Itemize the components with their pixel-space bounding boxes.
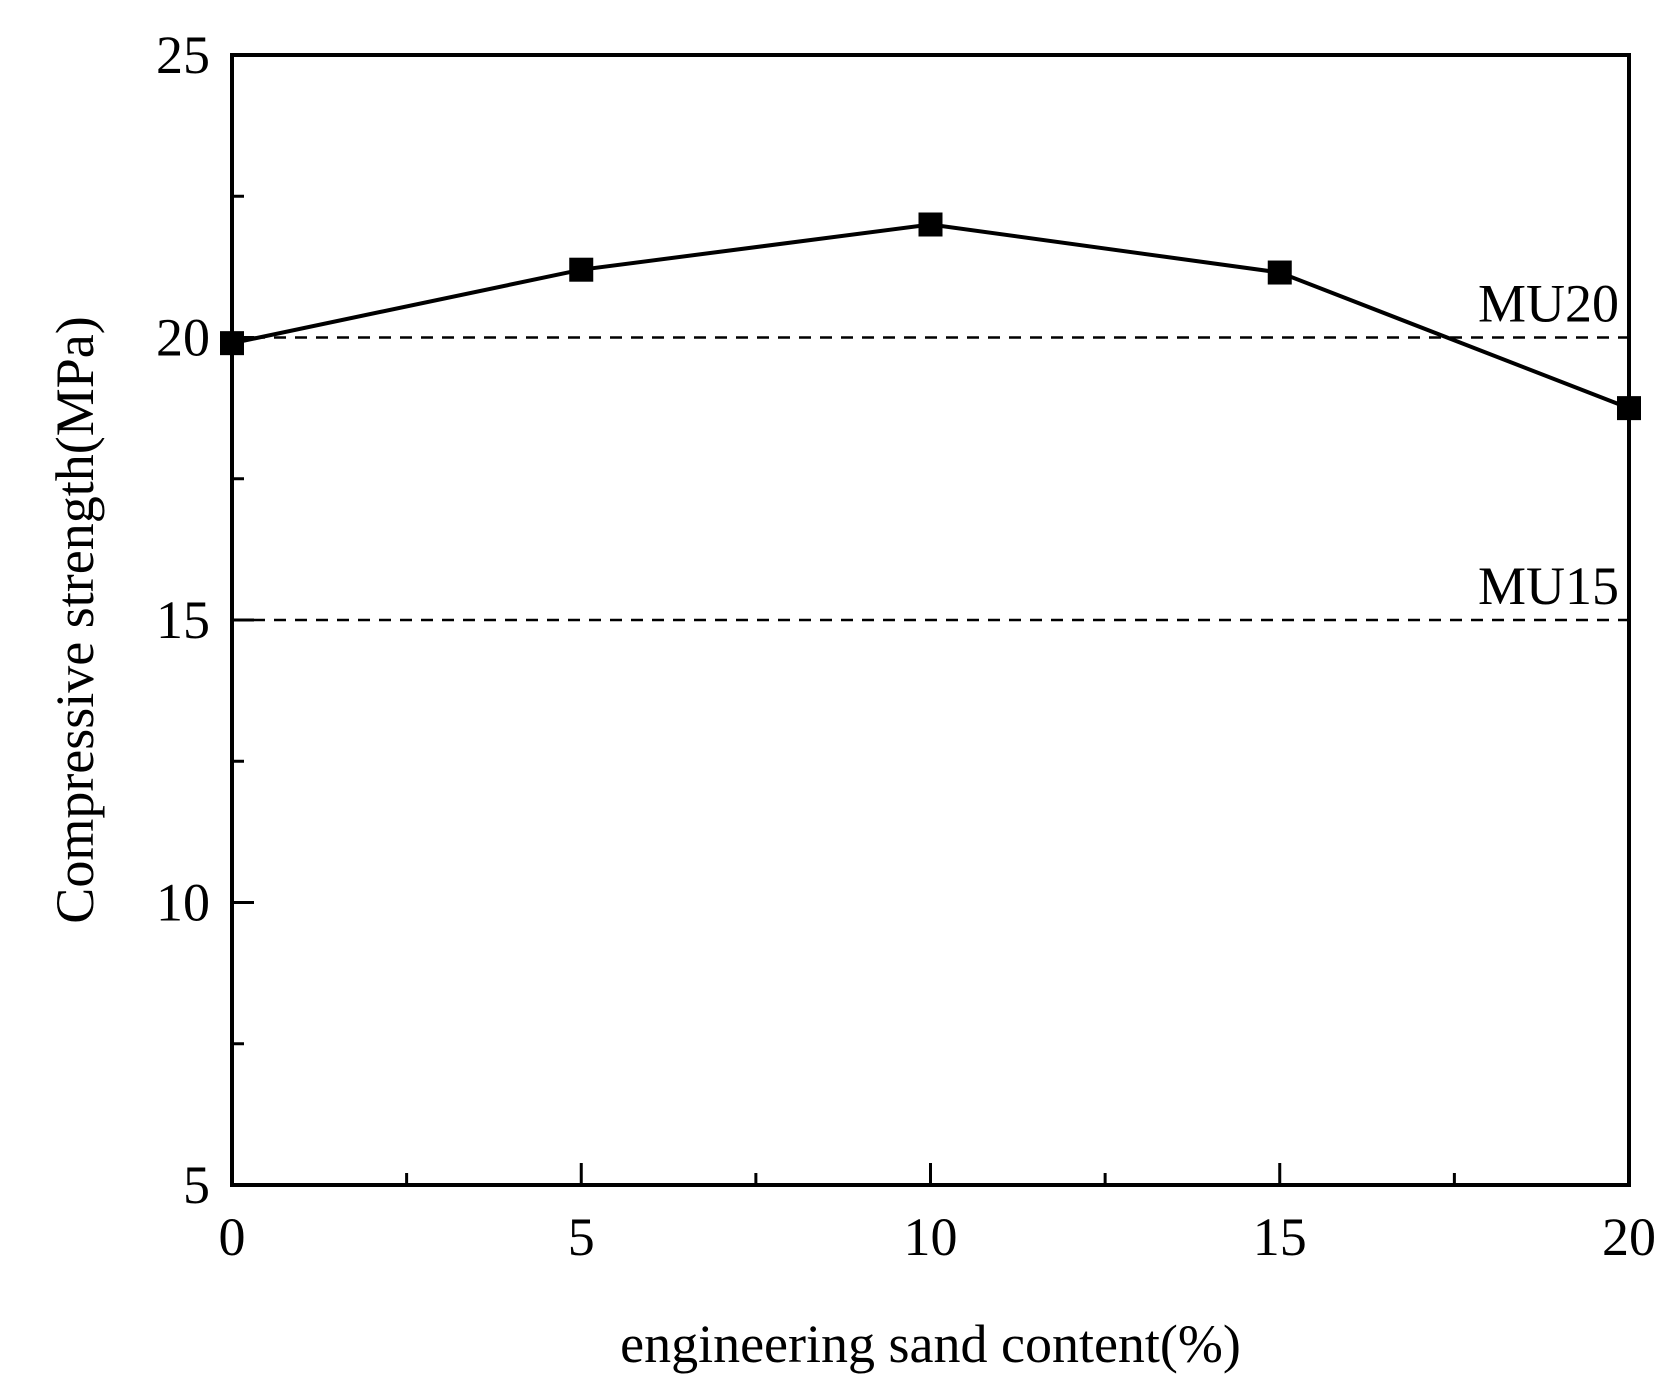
x-tick-label: 10 — [904, 1207, 958, 1267]
series-line — [231, 222, 1630, 410]
reference-lines: MU20 MU15 — [232, 274, 1629, 622]
x-tick-label: 20 — [1602, 1207, 1656, 1267]
x-tick-label: 0 — [219, 1207, 246, 1267]
x-tick-label: 5 — [568, 1207, 595, 1267]
x-axis-label: engineering sand content(%) — [620, 1314, 1241, 1374]
y-tick-label: 20 — [156, 308, 210, 368]
reference-line-label: MU20 — [1478, 274, 1619, 334]
data-point — [918, 212, 943, 237]
reference-line-label: MU15 — [1478, 556, 1619, 616]
series-layer — [220, 212, 1641, 421]
data-point — [569, 257, 594, 282]
y-tick-label: 25 — [156, 25, 210, 85]
x-tick-label: 15 — [1253, 1207, 1307, 1267]
y-tick-label: 15 — [156, 590, 210, 650]
ticks-layer — [230, 53, 1631, 1187]
data-point — [1267, 260, 1292, 285]
y-tick-label: 10 — [156, 873, 210, 933]
y-tick-label: 5 — [183, 1155, 210, 1215]
y-axis-label: Compressive strength(MPa) — [45, 316, 105, 923]
